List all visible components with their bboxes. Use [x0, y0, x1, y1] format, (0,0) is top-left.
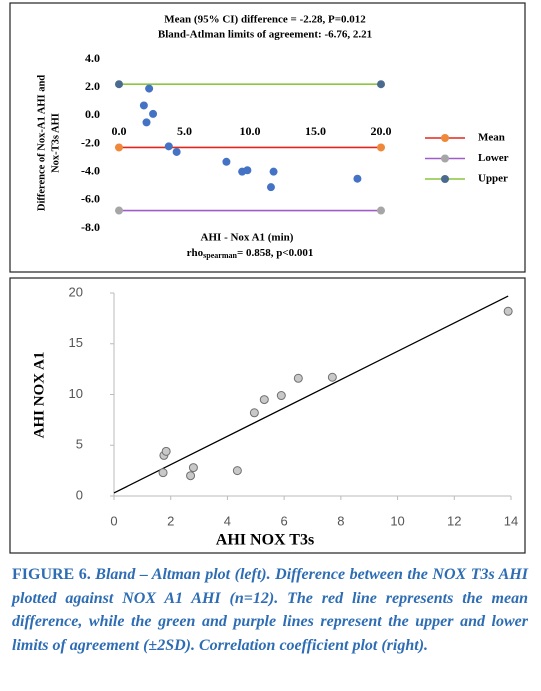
y-axis-label: Difference of Nox-A1 AHI and Nox-T3s AHI [36, 75, 61, 211]
stat-label: rhospearman= 0.858, p<0.001 [187, 247, 314, 260]
data-point [353, 174, 362, 183]
legend-label: Lower [478, 152, 509, 164]
data-point [172, 147, 181, 156]
data-point [142, 118, 151, 127]
y-tick-label: -8.0 [81, 220, 100, 234]
reference-marker [377, 143, 385, 152]
x-tick-label: 8 [337, 513, 344, 528]
data-point [293, 373, 303, 383]
figure: Mean (95% CI) difference = -2.28, P=0.01… [9, 2, 526, 554]
x-tick-label: 14 [504, 513, 518, 528]
panel-frame [9, 277, 526, 554]
data-point [259, 395, 269, 405]
data-point [222, 157, 231, 166]
figure-caption: FIGURE 6. Bland – Altman plot (left). Di… [12, 563, 528, 657]
y-tick-label: 5 [76, 437, 83, 452]
legend-marker [441, 134, 449, 142]
stat-prefix: rho [187, 247, 204, 259]
stat-subscript: spearman [203, 251, 237, 260]
caption-label: FIGURE 6. [12, 566, 91, 583]
y-tick-label: 4.0 [85, 51, 100, 65]
reference-marker [115, 206, 123, 215]
y-tick-label: 0 [76, 487, 83, 502]
chart-subtitle: Bland-Atlman limits of agreement: -6.76,… [158, 29, 372, 41]
y-axis-label: AHI NOX A1 [31, 352, 47, 439]
data-point [145, 84, 154, 93]
data-point [249, 408, 259, 418]
y-tick-label: 20 [69, 284, 83, 299]
legend-marker [441, 154, 449, 163]
data-point [276, 391, 286, 401]
x-tick-label: 15.0 [305, 124, 326, 138]
x-axis-label: AHI - Nox A1 (min) [201, 232, 294, 244]
data-point [164, 142, 173, 151]
data-point [161, 446, 171, 456]
y-tick-label: 0.0 [85, 107, 100, 121]
x-axis-label: AHI NOX T3s [216, 532, 314, 549]
stat-text: = 0.858, p<0.001 [237, 247, 313, 259]
data-point [158, 468, 168, 478]
legend-marker [441, 175, 449, 183]
x-tick-label: 0.0 [112, 124, 127, 138]
x-tick-label: 20.0 [371, 124, 392, 138]
x-tick-label: 12 [447, 513, 461, 528]
reference-marker [377, 80, 385, 89]
y-tick-label: -4.0 [81, 163, 100, 177]
legend-label: Mean [478, 132, 505, 144]
y-tick-label: 15 [69, 335, 83, 350]
data-point [269, 167, 278, 176]
caption-text: Bland – Altman plot (left). Difference b… [12, 566, 528, 654]
y-tick-label: 2.0 [85, 79, 100, 93]
data-point [188, 463, 198, 473]
reference-marker [377, 206, 385, 215]
y-tick-label: -2.0 [81, 135, 100, 149]
x-tick-label: 0 [110, 513, 117, 528]
panel-frame [9, 2, 526, 273]
data-point [149, 109, 158, 118]
data-point [266, 183, 275, 192]
x-tick-label: 10 [390, 513, 404, 528]
data-point [139, 101, 148, 110]
data-point [327, 372, 337, 382]
y-axis-label-line: Nox-T3s AHI [50, 113, 61, 173]
chart-title: Mean (95% CI) difference = -2.28, P=0.01… [164, 14, 366, 26]
x-tick-label: 6 [281, 513, 288, 528]
data-point [243, 166, 252, 175]
y-axis-label-line: Difference of Nox-A1 AHI and [36, 75, 47, 211]
data-point [503, 306, 513, 316]
x-tick-label: 5.0 [177, 124, 192, 138]
reference-marker [115, 143, 123, 152]
x-tick-label: 4 [224, 513, 231, 528]
x-tick-label: 2 [167, 513, 174, 528]
data-point [186, 471, 196, 481]
reference-marker [115, 80, 123, 89]
fit-line [113, 295, 509, 494]
x-tick-label: 10.0 [240, 124, 261, 138]
y-tick-label: -6.0 [81, 192, 100, 206]
legend-label: Upper [478, 173, 508, 185]
y-tick-label: 10 [69, 386, 83, 401]
data-point [232, 466, 242, 476]
